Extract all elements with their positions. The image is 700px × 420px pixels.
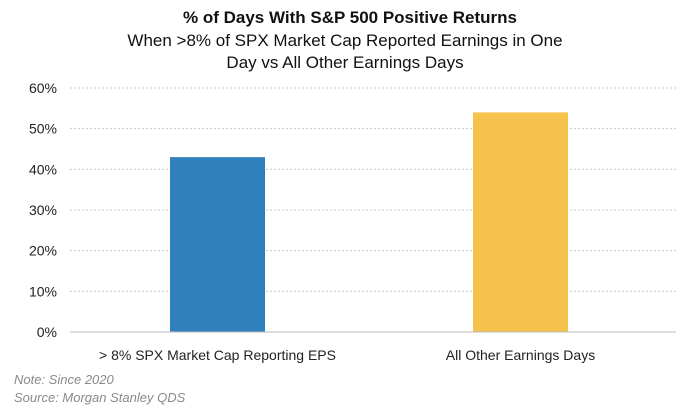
chart-title: % of Days With S&P 500 Positive Returns xyxy=(183,8,517,27)
chart-subtitle: When >8% of SPX Market Cap Reported Earn… xyxy=(127,31,563,72)
x-tick-label: > 8% SPX Market Cap Reporting EPS xyxy=(99,347,336,363)
y-tick-label: 10% xyxy=(29,283,57,299)
y-tick-label: 60% xyxy=(29,80,57,96)
bar xyxy=(170,157,265,332)
x-tick-label: All Other Earnings Days xyxy=(446,347,595,363)
y-tick-label: 20% xyxy=(29,243,57,259)
note: Note: Since 2020 xyxy=(14,372,114,387)
bar xyxy=(473,112,568,333)
y-tick-label: 0% xyxy=(37,324,57,340)
y-tick-label: 50% xyxy=(29,121,57,137)
source: Source: Morgan Stanley QDS xyxy=(14,390,186,405)
y-tick-label: 30% xyxy=(29,202,57,218)
y-tick-label: 40% xyxy=(29,161,57,177)
